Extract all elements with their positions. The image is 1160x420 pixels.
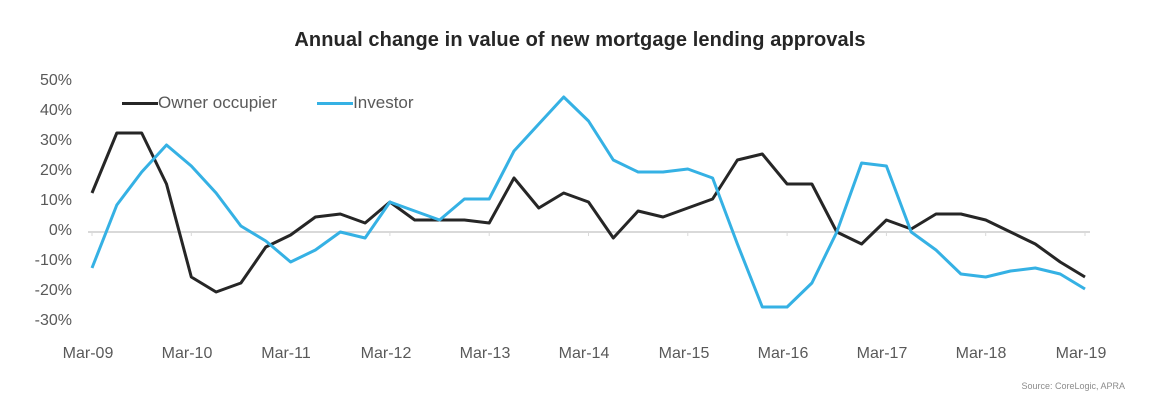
y-tick-label: 40% <box>39 102 72 119</box>
investor-swatch <box>317 101 354 105</box>
chart-title: Annual change in value of new mortgage l… <box>294 29 866 51</box>
owner-occupier-swatch <box>122 101 158 105</box>
legend-label: Investor <box>353 93 414 112</box>
x-tick-label: Mar-13 <box>459 345 511 362</box>
legend-item-investor: Investor <box>317 93 414 113</box>
x-tick-label: Mar-18 <box>955 345 1007 362</box>
owner-occupier-line <box>90 131 1086 294</box>
x-tick-label: Mar-09 <box>62 345 114 362</box>
legend-label: Owner occupier <box>158 93 278 112</box>
x-tick-label: Mar-16 <box>757 345 809 362</box>
y-tick-label: 30% <box>39 132 72 149</box>
x-tick-label: Mar-19 <box>1055 345 1107 362</box>
y-tick-label: 10% <box>39 192 72 209</box>
y-tick-label: -20% <box>34 282 72 299</box>
x-tick-label: Mar-11 <box>261 345 311 362</box>
investor-line <box>90 95 1086 309</box>
legend-item-owner-occupier: Owner occupier <box>122 93 277 113</box>
x-tick-label: Mar-15 <box>658 345 710 362</box>
y-tick-label: 20% <box>39 162 72 179</box>
y-tick-label: 0% <box>48 222 72 239</box>
legend: Owner occupier Investor <box>122 93 454 113</box>
y-tick-label: -10% <box>34 252 72 269</box>
source-note: Source: CoreLogic, APRA <box>1021 381 1125 391</box>
x-tick-label: Mar-10 <box>161 345 213 362</box>
x-tick-label: Mar-14 <box>558 345 610 362</box>
y-tick-label: -30% <box>34 312 72 329</box>
x-tick-label: Mar-17 <box>856 345 908 362</box>
y-tick-label: 50% <box>39 72 72 89</box>
x-tick-label: Mar-12 <box>360 345 412 362</box>
